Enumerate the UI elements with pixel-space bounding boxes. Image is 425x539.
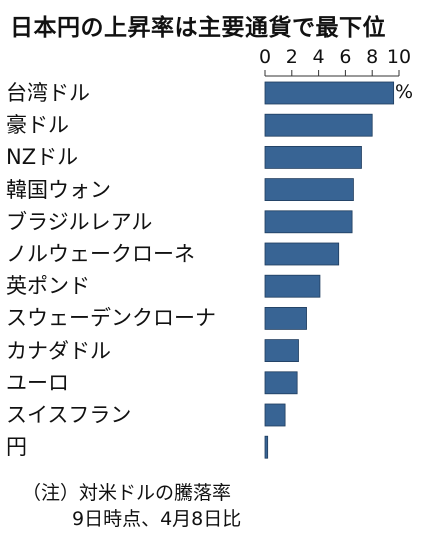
footnote-line-1: （注）対米ドルの騰落率 — [22, 482, 232, 504]
tick-label-2: 4 — [312, 46, 325, 68]
tick-label-0: 0 — [258, 46, 272, 68]
category-label-1: 豪ドル — [6, 113, 69, 138]
bar-1 — [264, 113, 373, 137]
category-label-10: スイスフラン — [6, 403, 132, 427]
bar-3 — [264, 178, 354, 202]
category-label-3: 韓国ウォン — [6, 177, 111, 202]
bar-2 — [264, 145, 362, 169]
footnote-line-2: 9日時点、4月8日比 — [72, 507, 242, 530]
bar-5 — [264, 242, 340, 266]
tick-label-4: 8 — [366, 46, 379, 68]
bar-10 — [264, 403, 286, 427]
bar-7 — [264, 306, 307, 330]
category-label-4: ブラジルレアル — [6, 209, 153, 234]
tick-label-1: 2 — [285, 46, 298, 68]
category-label-2: NZドル — [6, 145, 79, 170]
footnote: （注）対米ドルの騰落率 9日時点、4月8日比 — [22, 481, 241, 532]
category-label-8: カナダドル — [6, 338, 111, 363]
bar-8 — [264, 339, 299, 363]
bar-11 — [264, 435, 269, 459]
bar-6 — [264, 274, 321, 298]
category-label-0: 台湾ドル — [6, 81, 90, 105]
category-label-9: ユーロ — [6, 370, 69, 395]
category-label-11: 円 — [6, 435, 27, 460]
unit-label: % — [395, 81, 414, 103]
category-label-6: 英ポンド — [6, 274, 90, 299]
bar-4 — [264, 210, 353, 234]
category-label-5: ノルウェークローネ — [6, 242, 195, 266]
chart-title: 日本円の上昇率は主要通貨で最下位 — [10, 15, 386, 41]
tick-label-5: 10 — [386, 46, 412, 68]
bar-0 — [264, 81, 395, 105]
tick-label-3: 6 — [339, 46, 352, 68]
bar-9 — [264, 371, 298, 395]
category-label-7: スウェーデンクローナ — [6, 306, 216, 331]
